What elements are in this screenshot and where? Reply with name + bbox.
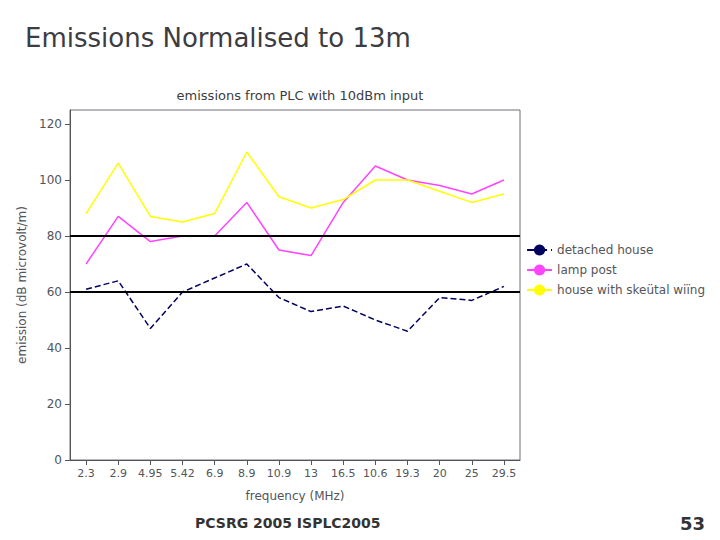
- svg-text:lamp post: lamp post: [557, 263, 617, 277]
- svg-text:40: 40: [47, 341, 62, 355]
- svg-text:80: 80: [47, 229, 62, 243]
- svg-text:60: 60: [47, 285, 62, 299]
- svg-text:Emissions Normalised to 13m: Emissions Normalised to 13m: [25, 23, 411, 53]
- svg-text:20: 20: [47, 397, 62, 411]
- svg-text:6.9: 6.9: [206, 467, 224, 480]
- svg-text:house with skeütal wiïng: house with skeütal wiïng: [557, 283, 705, 297]
- svg-text:detached house: detached house: [557, 243, 653, 257]
- svg-text:10.6: 10.6: [363, 467, 388, 480]
- svg-text:19.3: 19.3: [395, 467, 420, 480]
- svg-text:emissions from PLC with 10dBm: emissions from PLC with 10dBm input: [177, 88, 424, 103]
- svg-text:13: 13: [304, 467, 318, 480]
- svg-text:120: 120: [39, 117, 62, 131]
- svg-text:emission (dB microvolt/m): emission (dB microvolt/m): [15, 206, 29, 364]
- svg-text:8.9: 8.9: [238, 467, 256, 480]
- svg-text:10.9: 10.9: [267, 467, 292, 480]
- svg-text:0: 0: [54, 453, 62, 467]
- svg-text:100: 100: [39, 173, 62, 187]
- svg-text:25: 25: [465, 467, 479, 480]
- svg-text:16.5: 16.5: [331, 467, 356, 480]
- svg-text:5.42: 5.42: [170, 467, 195, 480]
- svg-text:20: 20: [433, 467, 447, 480]
- svg-text:2.9: 2.9: [109, 467, 127, 480]
- svg-text:53: 53: [680, 513, 705, 534]
- svg-text:frequency (MHz): frequency (MHz): [245, 489, 344, 503]
- svg-text:4.95: 4.95: [138, 467, 163, 480]
- svg-text:29.5: 29.5: [492, 467, 517, 480]
- svg-text:PCSRG 2005 ISPLC2005: PCSRG 2005 ISPLC2005: [195, 515, 381, 531]
- svg-text:2.3: 2.3: [77, 467, 95, 480]
